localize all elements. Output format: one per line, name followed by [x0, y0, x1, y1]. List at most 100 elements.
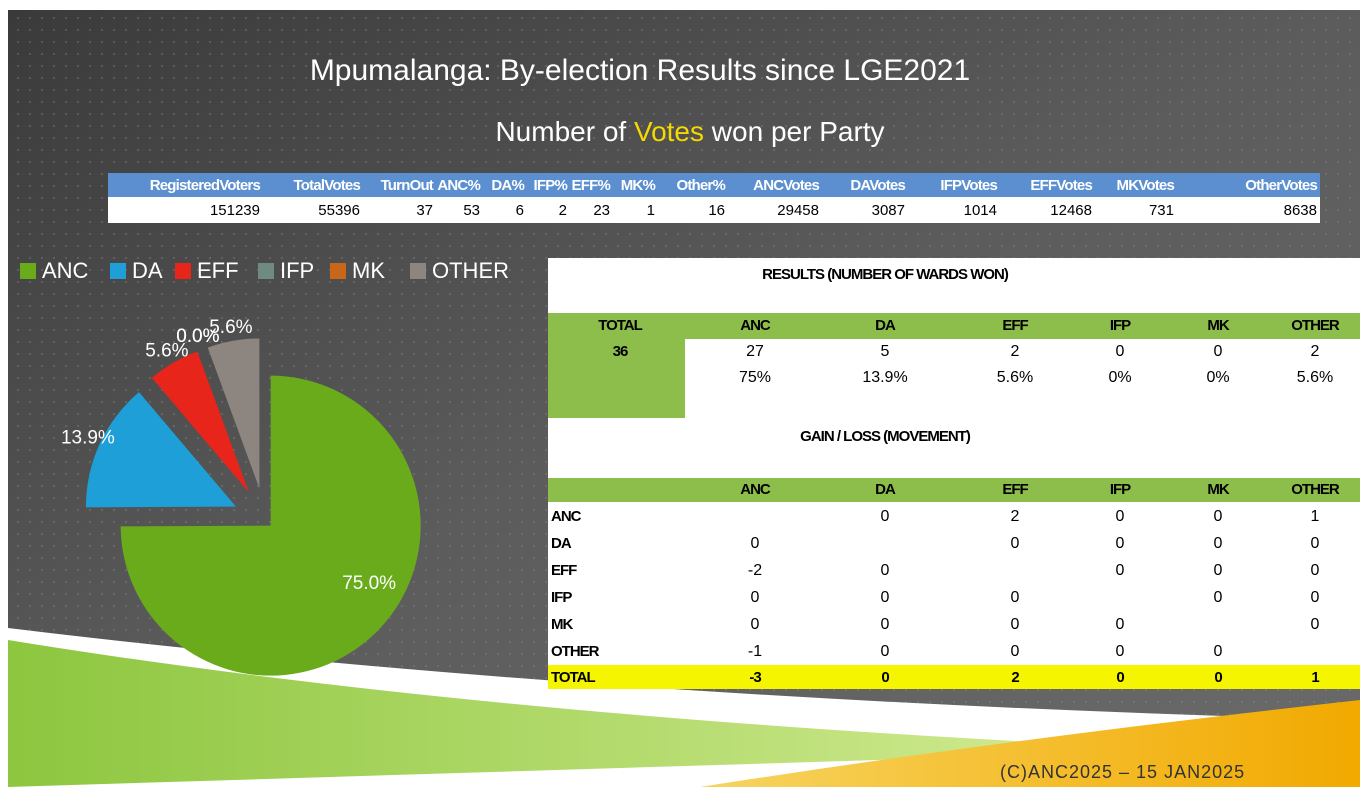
- results-percent: 75%: [739, 369, 771, 386]
- movement-cell: 0: [1214, 562, 1223, 579]
- legend-label: ANC: [42, 258, 89, 283]
- results-percent: 5.6%: [997, 369, 1033, 386]
- movement-header: MK: [1207, 481, 1229, 498]
- movement-total: -3: [749, 669, 761, 686]
- pie-label: 5.6%: [145, 340, 188, 361]
- votes-value: 55396: [318, 202, 360, 219]
- votes-header: ANC%: [437, 177, 480, 194]
- movement-cell: 0: [1116, 562, 1125, 579]
- votes-value: 16: [708, 202, 725, 219]
- pie-slice: [120, 375, 421, 676]
- movement-cell: 0: [1116, 508, 1125, 525]
- votes-value: 3087: [872, 202, 905, 219]
- movement-row-label: DA: [551, 535, 572, 552]
- legend-label: EFF: [197, 258, 239, 283]
- subtitle-highlight: Votes: [634, 116, 704, 147]
- movement-cell: 0: [1214, 535, 1223, 552]
- movement-title: GAIN / LOSS (MOVEMENT): [800, 428, 971, 445]
- legend-label: IFP: [280, 258, 314, 283]
- movement-cell: 0: [1011, 643, 1020, 660]
- votes-header: EFFVotes: [1030, 177, 1092, 194]
- movement-cell: 0: [1011, 616, 1020, 633]
- movement-cell: 0: [1011, 535, 1020, 552]
- votes-value: 6: [516, 202, 524, 219]
- movement-total: 0: [881, 669, 889, 686]
- votes-header: ANCVotes: [753, 177, 819, 194]
- movement-total-bg: [548, 665, 1360, 689]
- movement-total: 0: [1116, 669, 1124, 686]
- movement-cell: 0: [1311, 616, 1320, 633]
- movement-cell: 0: [1116, 616, 1125, 633]
- movement-cell: 0: [881, 508, 890, 525]
- votes-value: 1014: [964, 202, 997, 219]
- legend-swatch: [330, 263, 346, 279]
- movement-cell: 0: [1311, 589, 1320, 606]
- movement-cell: 0: [1011, 589, 1020, 606]
- results-title: RESULTS (NUMBER OF WARDS WON): [762, 266, 1009, 283]
- movement-cell: 0: [1311, 535, 1320, 552]
- votes-row-bg: [108, 197, 1320, 223]
- results-count: 5: [881, 343, 890, 360]
- subtitle-part: won per Party: [711, 116, 885, 147]
- votes-header: MK%: [621, 177, 656, 194]
- movement-header: EFF: [1002, 481, 1028, 498]
- movement-cell: 0: [881, 589, 890, 606]
- votes-header: TotalVotes: [294, 177, 361, 194]
- results-header: TOTAL: [598, 317, 642, 334]
- movement-cell: 0: [881, 616, 890, 633]
- movement-cell: 0: [1116, 643, 1125, 660]
- results-percent: 5.6%: [1297, 369, 1333, 386]
- footer: (C)ANC2025 – 15 JAN2025: [1000, 762, 1245, 782]
- movement-cell: 0: [1311, 562, 1320, 579]
- movement-total: 1: [1311, 669, 1319, 686]
- results-header: OTHER: [1291, 317, 1340, 334]
- results-count: 0: [1214, 343, 1223, 360]
- results-header-bg: [548, 313, 1360, 339]
- results-header: DA: [875, 317, 896, 334]
- legend-label: OTHER: [432, 258, 509, 283]
- title: Mpumalanga: By-election Results since LG…: [310, 54, 970, 87]
- movement-total-label: TOTAL: [551, 669, 595, 686]
- votes-value: 37: [416, 202, 433, 219]
- movement-cell: 1: [1311, 508, 1320, 525]
- movement-cell: 0: [1214, 589, 1223, 606]
- legend-swatch: [258, 263, 274, 279]
- legend-label: DA: [132, 258, 163, 283]
- votes-value: 12468: [1050, 202, 1092, 219]
- votes-value: 731: [1149, 202, 1174, 219]
- votes-value: 1: [647, 202, 655, 219]
- results-header: ANC: [740, 317, 771, 334]
- results-total-bg: [548, 339, 685, 418]
- movement-cell: 0: [1116, 535, 1125, 552]
- votes-header: IFPVotes: [940, 177, 997, 194]
- votes-header: Other%: [676, 177, 725, 194]
- movement-cell: 0: [751, 616, 760, 633]
- results-header: IFP: [1110, 317, 1131, 334]
- movement-header: DA: [875, 481, 896, 498]
- votes-value: 2: [559, 202, 567, 219]
- movement-cell: 0: [881, 562, 890, 579]
- movement-total: 0: [1214, 669, 1222, 686]
- legend-swatch: [410, 263, 426, 279]
- pie-slice: [207, 338, 260, 489]
- results-percent: 0%: [1108, 369, 1131, 386]
- votes-header: OtherVotes: [1245, 177, 1317, 194]
- votes-header: RegisteredVoters: [150, 177, 261, 194]
- results-count: 27: [746, 343, 764, 360]
- votes-value: 53: [463, 202, 480, 219]
- votes-header: EFF%: [572, 177, 611, 194]
- movement-row-label: OTHER: [551, 643, 600, 660]
- movement-cell: -1: [748, 643, 762, 660]
- pie-label: 13.9%: [61, 427, 115, 448]
- subtitle-part: Number of: [495, 116, 626, 147]
- movement-cell: 0: [751, 589, 760, 606]
- movement-row-label: EFF: [551, 562, 577, 579]
- pie-label: 0.0%: [176, 326, 219, 347]
- pie-label: 0.0%: [176, 326, 219, 347]
- results-count: 2: [1011, 343, 1020, 360]
- movement-row-label: IFP: [551, 589, 572, 606]
- movement-cell: 0: [881, 643, 890, 660]
- movement-total: 2: [1011, 669, 1019, 686]
- votes-value: 29458: [777, 202, 819, 219]
